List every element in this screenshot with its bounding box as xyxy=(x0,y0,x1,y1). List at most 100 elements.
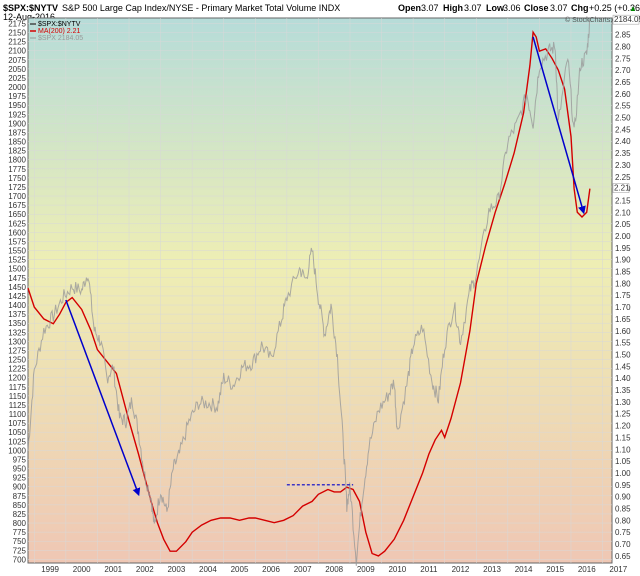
left-tick-label: 1650 xyxy=(8,210,26,219)
right-tick-label: 2.60 xyxy=(615,90,631,99)
right-tick-label: 0.95 xyxy=(615,481,631,490)
right-tick-label: 1.70 xyxy=(615,303,631,312)
right-tick-label: 0.90 xyxy=(615,493,631,502)
left-tick-label: 775 xyxy=(13,528,27,537)
x-tick-label: 1999 xyxy=(41,565,59,574)
left-tick-label: 1000 xyxy=(8,446,26,455)
spx-last-value: 2184.05 xyxy=(614,15,640,24)
left-tick-label: 1525 xyxy=(8,256,26,265)
left-axis: 7007257507758008258508759009259509751000… xyxy=(8,19,26,564)
left-tick-label: 1150 xyxy=(9,392,27,401)
series-ma-line xyxy=(27,30,591,557)
left-tick-label: 1875 xyxy=(8,128,26,137)
left-tick-label: 1900 xyxy=(8,119,26,128)
last-value-tags: 2184.05 2.21 xyxy=(612,14,640,193)
ma-last-tag xyxy=(612,183,630,193)
left-tick-label: 2000 xyxy=(8,83,26,92)
left-tick-label: 1475 xyxy=(8,274,26,283)
left-tick-label: 1925 xyxy=(8,110,26,119)
left-tick-label: 1425 xyxy=(8,292,26,301)
left-tick-label: 1250 xyxy=(8,356,26,365)
right-tick-label: 1.85 xyxy=(615,268,631,277)
left-tick-label: 800 xyxy=(13,519,27,528)
left-tick-label: 1750 xyxy=(8,174,26,183)
left-tick-label: 1850 xyxy=(8,138,26,147)
left-tick-label: 1200 xyxy=(8,374,26,383)
watermark: © StockCharts.com xyxy=(565,16,626,24)
right-tick-label: 2.35 xyxy=(615,149,631,158)
x-tick-label: 2007 xyxy=(294,565,312,574)
right-tick-label: 1.15 xyxy=(615,433,631,442)
right-tick-label: 0.65 xyxy=(615,552,631,561)
right-tick-label: 1.60 xyxy=(615,327,631,336)
right-tick-label: 2.80 xyxy=(615,42,631,51)
right-tick-label: 1.10 xyxy=(615,445,631,454)
legend: $SPX:$NYTV MA(200) 2.21 $SPX 2184.05 xyxy=(30,21,83,42)
right-tick-label: 2.65 xyxy=(615,78,631,87)
high-label: High xyxy=(443,3,463,13)
legend-ratio: $SPX:$NYTV xyxy=(38,21,81,28)
x-axis: 1999 2000 2001 2002 2003 2004 2005 2006 2007 2008… xyxy=(41,565,628,574)
open-label: Open xyxy=(398,3,421,13)
low-value: 3.06 xyxy=(503,3,521,13)
right-tick-label: 2.05 xyxy=(615,220,631,229)
trend-arrow xyxy=(532,36,586,215)
left-tick-label: 825 xyxy=(13,510,27,519)
left-tick-label: 1050 xyxy=(8,428,26,437)
legend-ma: MA(200) 2.21 xyxy=(38,28,81,35)
x-tick-label: 2002 xyxy=(136,565,154,574)
left-tick-label: 1500 xyxy=(8,265,26,274)
series-spx-line xyxy=(27,18,591,566)
left-tick-label: 1625 xyxy=(8,219,26,228)
low-label: Low xyxy=(486,3,505,13)
x-tick-label: 2014 xyxy=(515,565,533,574)
right-tick-label: 1.20 xyxy=(615,422,631,431)
x-tick-label: 2008 xyxy=(325,565,343,574)
left-tick-label: 1025 xyxy=(8,437,26,446)
x-tick-label: 2006 xyxy=(262,565,280,574)
left-tick-label: 1775 xyxy=(8,165,26,174)
left-tick-label: 1275 xyxy=(8,346,26,355)
left-tick-label: 1125 xyxy=(9,401,27,410)
left-tick-label: 975 xyxy=(13,455,27,464)
right-tick-label: 1.80 xyxy=(615,279,631,288)
left-tick-label: 925 xyxy=(13,474,27,483)
spx-last-tag xyxy=(612,14,640,25)
left-tick-label: 1675 xyxy=(8,201,26,210)
left-tick-label: 1800 xyxy=(8,156,26,165)
symbol: $SPX:$NYTV xyxy=(3,3,58,13)
right-tick-label: 1.25 xyxy=(615,410,631,419)
right-tick-label: 1.40 xyxy=(615,374,631,383)
left-tick-label: 1350 xyxy=(8,319,26,328)
right-tick-label: 2.45 xyxy=(615,125,631,134)
high-value: 3.07 xyxy=(464,3,482,13)
right-tick-label: 1.95 xyxy=(615,244,631,253)
right-tick-label: 1.30 xyxy=(615,398,631,407)
right-tick-label: 0.70 xyxy=(615,540,631,549)
right-tick-label: 0.75 xyxy=(615,528,631,537)
legend-spx: $SPX 2184.05 xyxy=(38,35,83,42)
open-value: 3.07 xyxy=(421,3,439,13)
right-tick-label: 2.00 xyxy=(615,232,631,241)
x-tick-label: 2013 xyxy=(483,565,501,574)
right-axis: 0.65 0.70 0.75 0.80 0.85 0.90 0.95 1.00 1.05 1.10… xyxy=(615,31,631,561)
left-tick-label: 1600 xyxy=(8,228,26,237)
x-tick-label: 2016 xyxy=(578,565,596,574)
left-tick-label: 1575 xyxy=(8,237,26,246)
right-tick-label: 1.55 xyxy=(615,339,631,348)
left-tick-label: 1375 xyxy=(8,310,26,319)
ma-last-value: 2.21 xyxy=(614,184,630,193)
right-tick-label: 1.35 xyxy=(615,386,631,395)
left-tick-label: 750 xyxy=(13,537,27,546)
left-tick-label: 1100 xyxy=(9,410,27,419)
left-tick-label: 1725 xyxy=(8,183,26,192)
right-tick-label: 1.45 xyxy=(615,362,631,371)
x-tick-label: 2004 xyxy=(199,565,217,574)
left-tick-label: 1400 xyxy=(8,301,26,310)
left-tick-label: 1825 xyxy=(8,147,26,156)
right-tick-label: 1.00 xyxy=(615,469,631,478)
left-tick-label: 1225 xyxy=(8,365,26,374)
left-tick-label: 700 xyxy=(13,555,27,564)
x-tick-label: 2009 xyxy=(357,565,375,574)
x-tick-label: 2001 xyxy=(104,565,122,574)
